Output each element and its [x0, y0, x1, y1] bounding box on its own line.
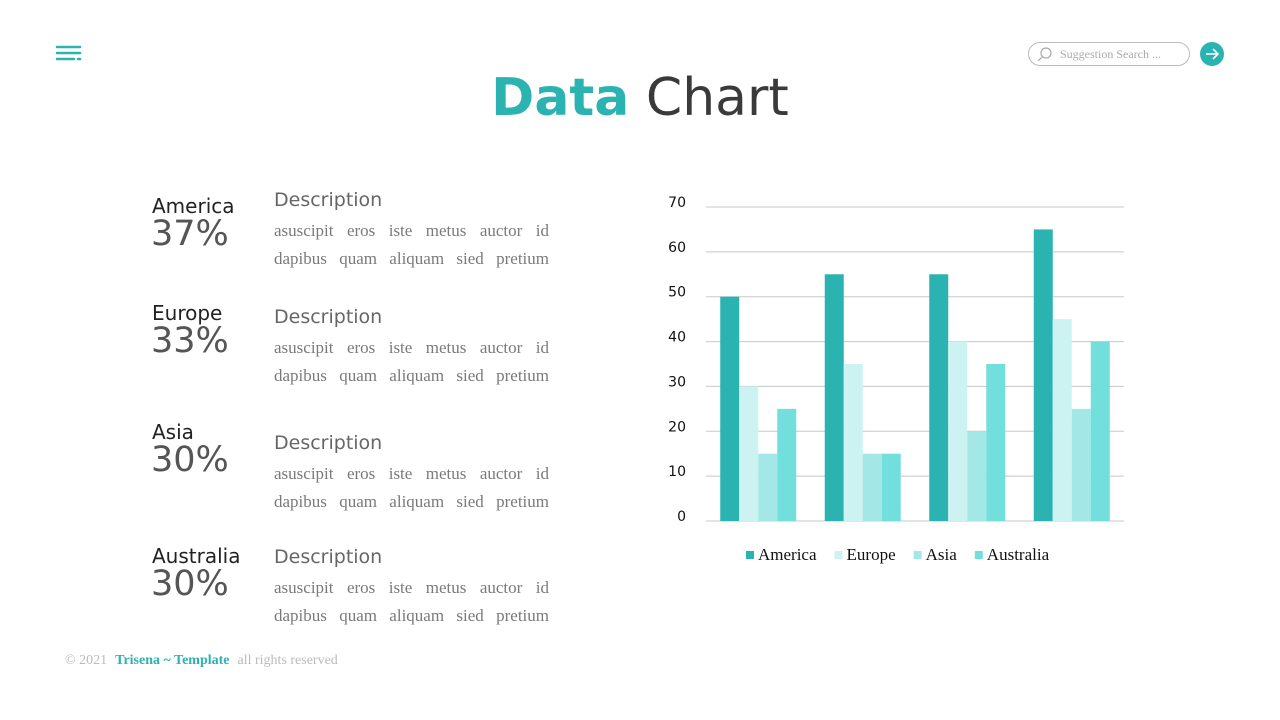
description-heading: Description	[274, 546, 383, 568]
legend-label: Asia	[926, 545, 958, 564]
stat-value: 37%	[151, 214, 229, 254]
y-tick-label: 30	[668, 374, 686, 390]
stat-value: 33%	[151, 321, 229, 361]
bar	[843, 364, 863, 521]
bar	[1071, 408, 1091, 521]
page-title: Data Chart	[0, 68, 1280, 128]
bar	[967, 431, 987, 521]
bar	[986, 364, 1006, 521]
bar	[739, 386, 759, 521]
stat-name: Australia	[152, 544, 241, 568]
footer: © 2021 Trisena ~ Template all rights reser…	[65, 653, 338, 669]
brand[interactable]: Trisena ~ Template	[115, 653, 230, 668]
bar	[862, 453, 882, 521]
search-button[interactable]	[1200, 42, 1224, 66]
y-tick-label: 60	[668, 240, 686, 256]
bar	[929, 274, 949, 521]
search-box[interactable]: Suggestion Search ...	[1028, 42, 1190, 66]
menu-icon[interactable]	[55, 45, 82, 61]
legend-swatch	[746, 551, 754, 559]
legend-label: America	[758, 545, 817, 564]
bar	[720, 296, 740, 521]
description-heading: Description	[274, 189, 383, 211]
rights: all rights reserved	[237, 653, 338, 668]
search-placeholder: Suggestion Search ...	[1060, 47, 1161, 61]
stat-name: Asia	[152, 420, 194, 444]
legend-swatch	[913, 551, 922, 559]
y-tick-label: 20	[668, 419, 686, 435]
bar	[1033, 229, 1053, 521]
y-tick-label: 10	[668, 464, 686, 480]
y-tick-label: 50	[668, 285, 686, 301]
description-text: asuscipit eros iste metus auctor id dapi…	[274, 464, 549, 511]
y-tick-label: 0	[677, 509, 686, 525]
bar	[1052, 319, 1072, 521]
y-tick-label: 40	[668, 330, 686, 346]
legend-label: Australia	[987, 545, 1050, 564]
stat-value: 30%	[151, 440, 229, 480]
legend-swatch	[974, 551, 983, 559]
bar	[881, 453, 901, 521]
description-text: asuscipit eros iste metus auctor id dapi…	[274, 578, 549, 625]
description-text: asuscipit eros iste metus auctor id dapi…	[274, 338, 549, 385]
y-tick-label: 70	[668, 195, 686, 211]
stat-value: 30%	[151, 564, 229, 604]
description-heading: Description	[274, 432, 383, 454]
legend-swatch	[834, 551, 843, 559]
legend-label: Europe	[847, 545, 896, 564]
bar	[824, 274, 844, 521]
bar	[758, 453, 778, 521]
stat-name: America	[152, 194, 235, 218]
stat-name: Europe	[152, 301, 223, 325]
description-heading: Description	[274, 306, 383, 328]
title-accent: Data	[491, 68, 630, 128]
description-text: asuscipit eros iste metus auctor id dapi…	[274, 221, 549, 268]
copyright: © 2021	[65, 653, 108, 668]
title-rest: Chart	[645, 68, 789, 128]
bar	[1090, 341, 1110, 521]
bar	[948, 341, 968, 521]
bar	[777, 408, 797, 521]
